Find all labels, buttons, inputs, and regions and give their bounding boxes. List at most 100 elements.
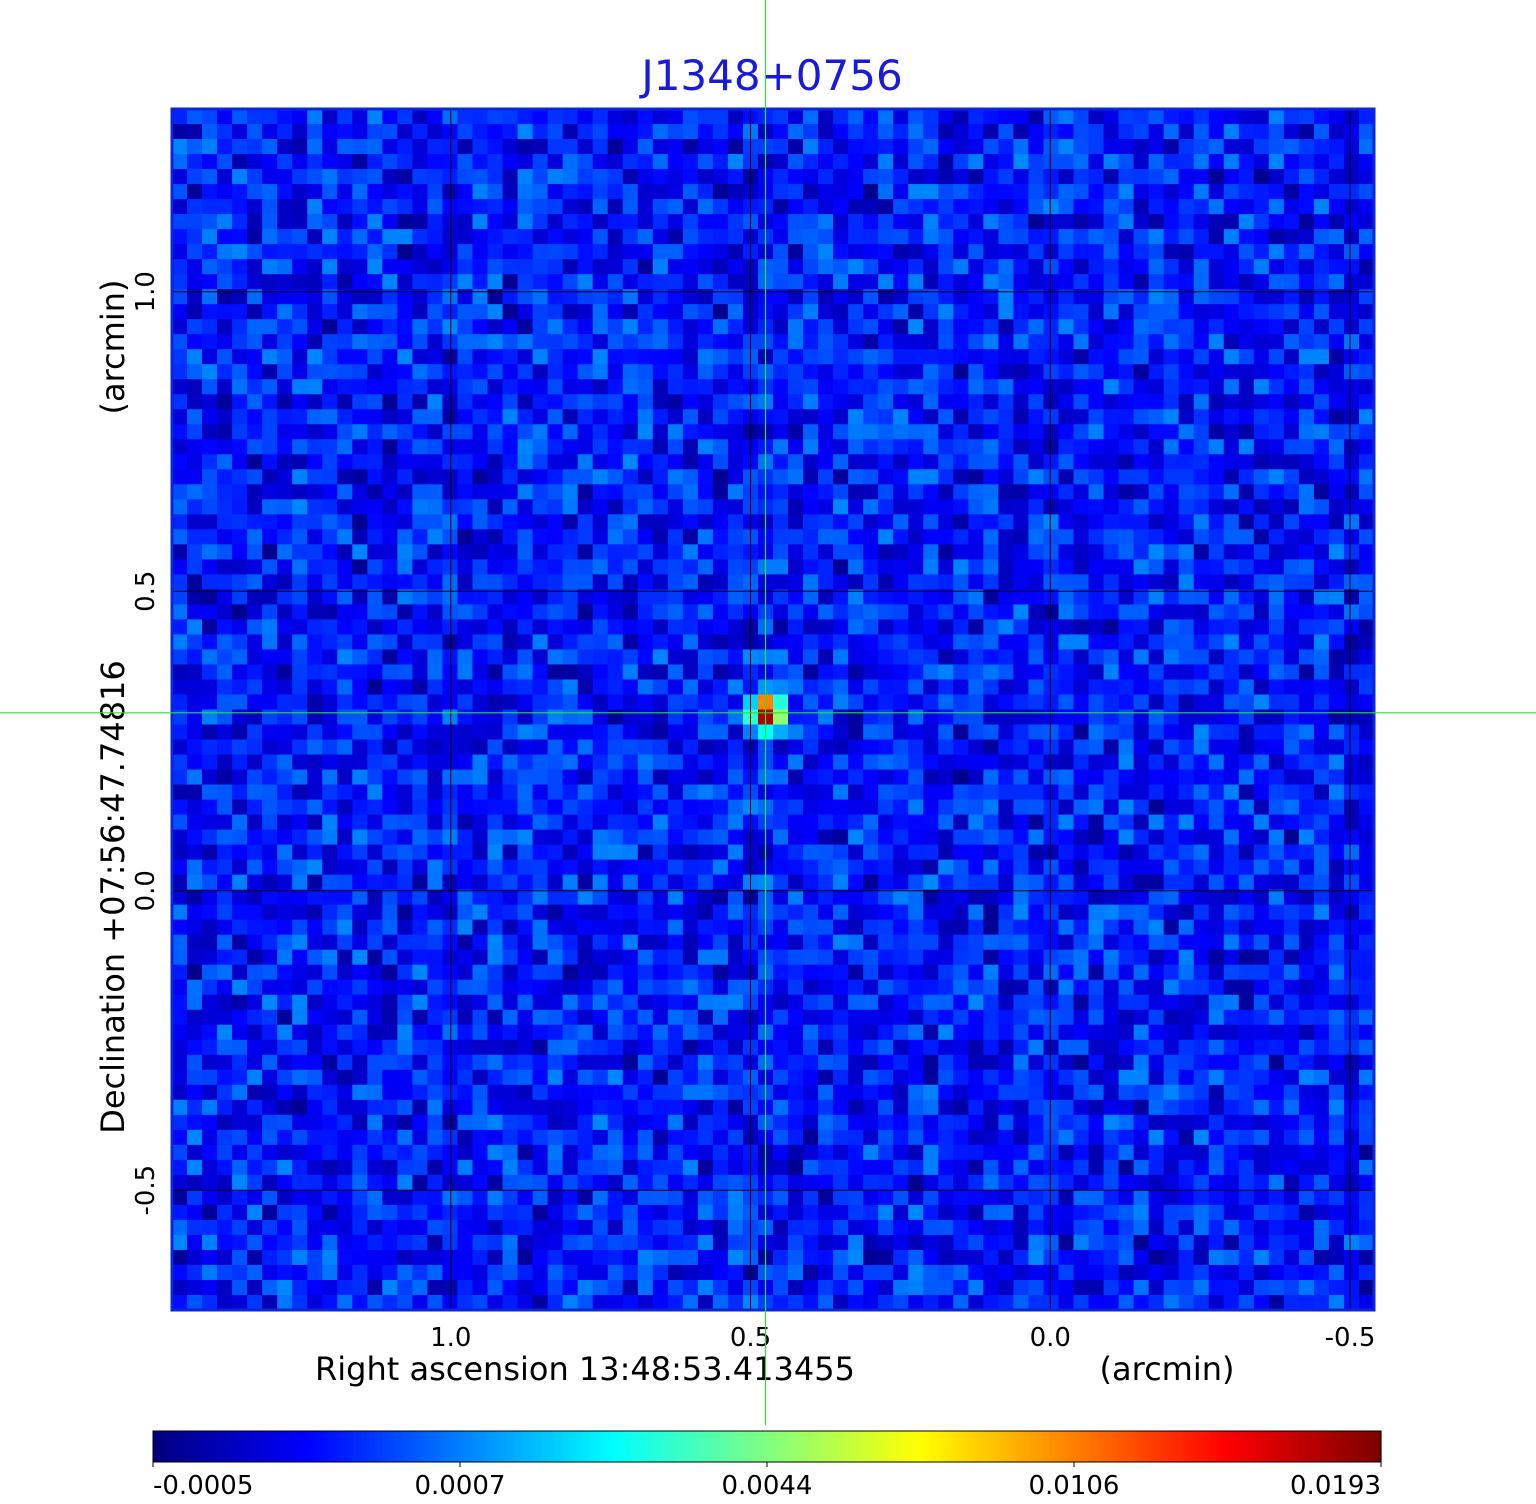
heatmap-cell [232, 979, 248, 996]
heatmap-cell [382, 304, 398, 320]
heatmap-cell [1268, 694, 1285, 711]
heatmap-cell [172, 979, 188, 996]
heatmap-cell [412, 1039, 429, 1056]
heatmap-cell [472, 259, 489, 275]
heatmap-cell [848, 109, 864, 125]
heatmap-cell [727, 214, 744, 230]
heatmap-cell [247, 184, 263, 200]
heatmap-cell [1163, 739, 1180, 756]
heatmap-cell [1073, 169, 1090, 185]
heatmap-cell [818, 619, 834, 636]
heatmap-cell [382, 289, 398, 305]
heatmap-cell [217, 619, 233, 636]
heatmap-cell [277, 259, 293, 275]
heatmap-cell [367, 634, 383, 651]
heatmap-cell [472, 334, 489, 350]
heatmap-cell [592, 259, 609, 275]
heatmap-cell [202, 424, 218, 440]
heatmap-cell [472, 1009, 489, 1026]
heatmap-cell [547, 169, 564, 185]
heatmap-cell [292, 634, 308, 651]
heatmap-cell [472, 814, 489, 831]
heatmap-cell [878, 484, 894, 500]
heatmap-cell [607, 229, 624, 245]
heatmap-cell [577, 859, 594, 876]
heatmap-cell [187, 109, 203, 125]
heatmap-cell [217, 604, 233, 621]
heatmap-cell [1253, 274, 1270, 290]
heatmap-cell [592, 919, 609, 936]
heatmap-cell [788, 124, 804, 140]
heatmap-cell [667, 559, 684, 575]
heatmap-cell [998, 229, 1015, 245]
heatmap-cell [1088, 514, 1105, 530]
heatmap-cell [1118, 709, 1135, 726]
heatmap-cell [983, 364, 999, 380]
heatmap-cell [622, 649, 639, 666]
heatmap-cell [472, 649, 489, 666]
heatmap-cell [1058, 409, 1075, 425]
heatmap-cell [1328, 1009, 1345, 1026]
heatmap-cell [998, 439, 1015, 455]
heatmap-cell [367, 979, 383, 996]
heatmap-cell [908, 1009, 924, 1026]
heatmap-cell [412, 364, 429, 380]
heatmap-cell [1148, 439, 1165, 455]
heatmap-cell [833, 454, 849, 470]
heatmap-cell [773, 169, 789, 185]
heatmap-cell [322, 829, 338, 846]
heatmap-cell [262, 694, 278, 711]
heatmap-cell [307, 619, 323, 636]
heatmap-cell [968, 874, 984, 891]
heatmap-cell [788, 499, 804, 515]
heatmap-cell [367, 514, 383, 530]
heatmap-cell [953, 469, 969, 485]
heatmap-cell [1118, 499, 1135, 515]
heatmap-cell [803, 334, 819, 350]
heatmap-cell [1088, 289, 1105, 305]
heatmap-cell [262, 184, 278, 200]
heatmap-cell [247, 559, 263, 575]
heatmap-cell [1133, 124, 1150, 140]
heatmap-cell [983, 1009, 999, 1026]
heatmap-cell [1148, 349, 1165, 365]
heatmap-cell [983, 169, 999, 185]
heatmap-cell [893, 994, 909, 1011]
heatmap-cell [577, 814, 594, 831]
heatmap-cell [1253, 544, 1270, 560]
heatmap-cell [517, 949, 534, 966]
heatmap-cell [1268, 154, 1285, 170]
heatmap-cell [322, 619, 338, 636]
heatmap-cell [1223, 484, 1240, 500]
heatmap-cell [292, 739, 308, 756]
heatmap-cell [322, 319, 338, 335]
heatmap-cell [517, 979, 534, 996]
heatmap-cell [217, 994, 233, 1011]
heatmap-cell [1028, 139, 1045, 155]
heatmap-cell [788, 1024, 804, 1041]
heatmap-cell [938, 994, 954, 1011]
heatmap-cell [923, 964, 939, 981]
heatmap-cell [773, 334, 789, 350]
heatmap-cell [1283, 499, 1300, 515]
heatmap-cell [863, 259, 879, 275]
heatmap-cell [232, 439, 248, 455]
heatmap-cell [803, 439, 819, 455]
heatmap-cell [788, 814, 804, 831]
heatmap-cell [472, 784, 489, 801]
heatmap-cell [1253, 334, 1270, 350]
heatmap-cell [1103, 109, 1120, 125]
heatmap-cell [1088, 439, 1105, 455]
heatmap-cell [652, 229, 669, 245]
heatmap-cell [532, 109, 549, 125]
heatmap-cell [172, 424, 188, 440]
heatmap-cell [247, 874, 263, 891]
heatmap-cell [472, 799, 489, 816]
heatmap-cell [1253, 319, 1270, 335]
heatmap-cell [382, 379, 398, 395]
heatmap-cell [682, 484, 699, 500]
heatmap-cell [1223, 604, 1240, 621]
heatmap-cell [1238, 139, 1255, 155]
heatmap-cell [1343, 514, 1360, 530]
heatmap-cell [1133, 394, 1150, 410]
